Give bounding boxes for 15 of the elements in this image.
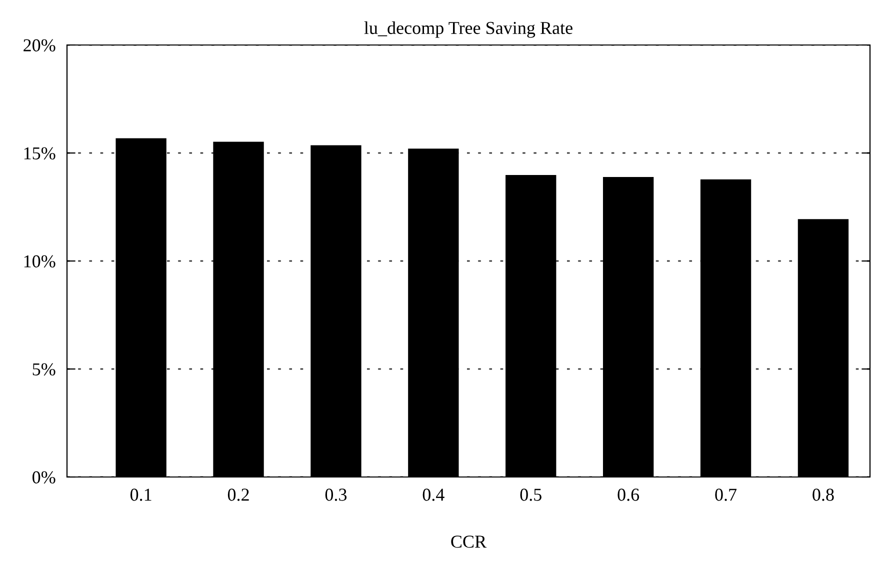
x-tick-label: 0.2: [228, 488, 249, 501]
y-tick-label: 10%: [24, 255, 56, 268]
x-tick-label: 0.7: [715, 488, 737, 501]
x-tick-label: 0.5: [520, 488, 542, 501]
x-tick-label: 0.6: [618, 488, 640, 501]
chart-title: lu_decomp Tree Saving Rate: [364, 21, 572, 38]
y-tick-label: 5%: [32, 363, 56, 376]
y-tick-label: 20%: [24, 39, 56, 52]
x-tick-label: 0.4: [422, 488, 444, 501]
x-tick-label: 0.1: [130, 488, 152, 501]
x-tick-label: 0.3: [325, 488, 347, 501]
y-tick-label: 0%: [32, 471, 56, 484]
x-tick-label: 0.8: [812, 488, 834, 501]
y-tick-label: 15%: [24, 147, 56, 160]
x-axis-title: CCR: [451, 536, 487, 548]
